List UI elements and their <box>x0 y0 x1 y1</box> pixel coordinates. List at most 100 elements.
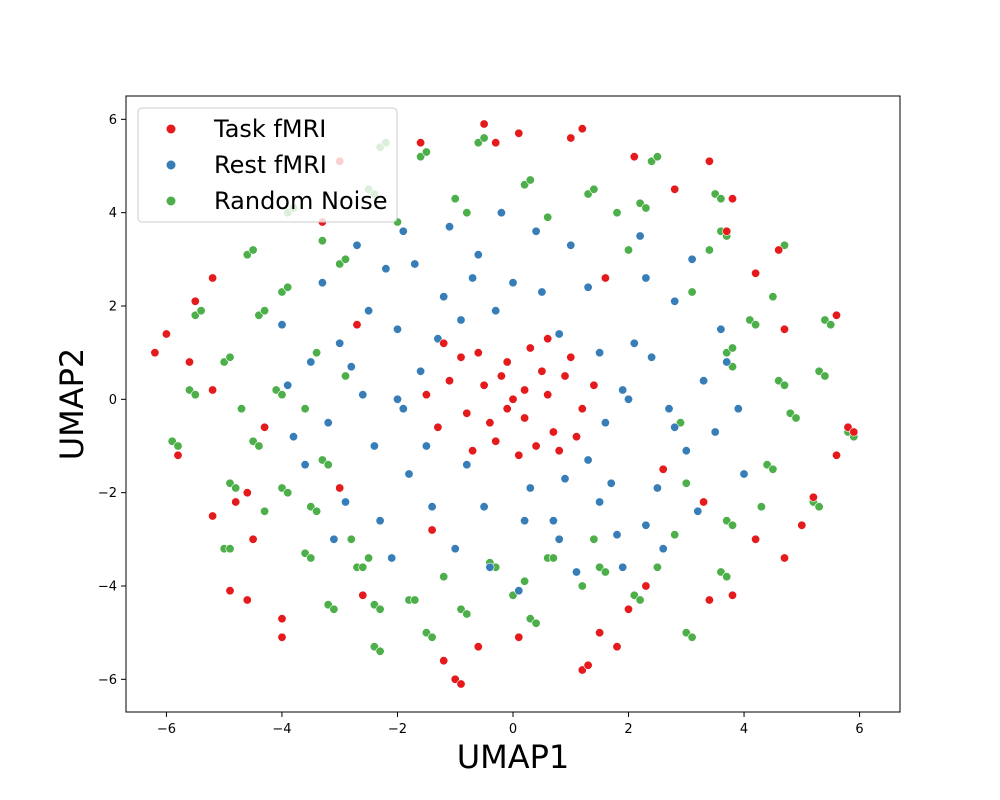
point-random-noise-125 <box>704 245 714 255</box>
point-task-fmri-17 <box>537 366 547 376</box>
point-task-fmri-62 <box>849 427 859 437</box>
point-task-fmri-71 <box>566 133 576 143</box>
point-random-noise-25 <box>375 604 385 614</box>
point-random-noise-61 <box>779 380 789 390</box>
legend: Task fMRI Rest fMRI Random Noise <box>137 107 398 223</box>
point-task-fmri-68 <box>727 194 737 204</box>
point-rest-fmri-52 <box>346 362 356 372</box>
point-random-noise-53 <box>791 413 801 423</box>
point-task-fmri-57 <box>779 553 789 563</box>
point-random-noise-85 <box>421 147 431 157</box>
point-task-fmri-26 <box>571 432 581 442</box>
point-rest-fmri-8 <box>439 292 449 302</box>
point-random-noise-46 <box>716 567 726 577</box>
point-task-fmri-41 <box>277 632 287 642</box>
point-rest-fmri-23 <box>566 240 576 250</box>
point-random-noise-4 <box>167 436 177 446</box>
point-task-fmri-4 <box>462 408 472 418</box>
point-task-fmri-23 <box>485 418 495 428</box>
point-task-fmri-0 <box>479 380 489 390</box>
point-random-noise-129 <box>612 208 622 218</box>
point-rest-fmri-63 <box>537 287 547 297</box>
point-rest-fmri-79 <box>623 394 633 404</box>
y-tick-label-6: 6 <box>109 113 117 128</box>
point-random-noise-2 <box>219 357 229 367</box>
y-axis: −6 −4 −2 0 2 4 6 <box>98 113 126 688</box>
point-rest-fmri-78 <box>392 394 402 404</box>
point-task-fmri-36 <box>242 488 252 498</box>
point-task-fmri-14 <box>433 422 443 432</box>
point-random-noise-128 <box>237 404 247 414</box>
point-task-fmri-33 <box>150 348 160 358</box>
point-task-fmri-86 <box>658 464 668 474</box>
point-random-noise-121 <box>450 194 460 204</box>
point-random-noise-104 <box>346 534 356 544</box>
point-random-noise-45 <box>687 632 697 642</box>
point-random-noise-106 <box>520 576 530 586</box>
point-random-noise-39 <box>548 553 558 563</box>
point-rest-fmri-72 <box>462 460 472 470</box>
point-random-noise-116 <box>312 348 322 358</box>
point-rest-fmri-26 <box>306 357 316 367</box>
y-axis-label: UMAP2 <box>53 348 91 461</box>
point-task-fmri-39 <box>242 595 252 605</box>
point-random-noise-102 <box>271 385 281 395</box>
point-random-noise-122 <box>756 502 766 512</box>
point-rest-fmri-30 <box>416 366 426 376</box>
point-task-fmri-19 <box>514 450 524 460</box>
y-tick-label-4: 2 <box>109 300 117 315</box>
point-rest-fmri-11 <box>595 497 605 507</box>
point-random-noise-21 <box>329 604 339 614</box>
point-random-noise-23 <box>358 562 368 572</box>
point-random-noise-7 <box>190 390 200 400</box>
point-random-noise-41 <box>600 567 610 577</box>
point-random-noise-42 <box>629 590 639 600</box>
x-tick-label-3: 0 <box>509 722 517 737</box>
point-task-fmri-78 <box>208 385 218 395</box>
point-random-noise-92 <box>242 250 252 260</box>
point-task-fmri-74 <box>514 128 524 138</box>
point-rest-fmri-42 <box>300 460 310 470</box>
point-random-noise-19 <box>306 553 316 563</box>
point-random-noise-31 <box>427 632 437 642</box>
point-task-fmri-12 <box>473 348 483 358</box>
point-task-fmri-60 <box>831 450 841 460</box>
point-rest-fmri-37 <box>525 483 535 493</box>
point-task-fmri-5 <box>525 343 535 353</box>
point-random-noise-58 <box>814 366 824 376</box>
point-rest-fmri-69 <box>658 544 668 554</box>
point-rest-fmri-17 <box>554 534 564 544</box>
point-task-fmri-45 <box>456 679 466 689</box>
point-task-fmri-80 <box>335 483 345 493</box>
point-random-noise-93 <box>248 245 258 255</box>
point-task-fmri-22 <box>554 446 564 456</box>
point-rest-fmri-66 <box>444 222 454 232</box>
point-random-noise-33 <box>462 609 472 619</box>
point-task-fmri-30 <box>190 296 200 306</box>
point-task-fmri-83 <box>629 152 639 162</box>
point-task-fmri-32 <box>161 329 171 339</box>
point-random-noise-9 <box>231 483 241 493</box>
point-random-noise-114 <box>462 208 472 218</box>
point-rest-fmri-19 <box>699 376 709 386</box>
point-task-fmri-66 <box>774 245 784 255</box>
point-random-noise-107 <box>589 534 599 544</box>
point-task-fmri-34 <box>173 450 183 460</box>
point-task-fmri-73 <box>491 138 501 148</box>
point-rest-fmri-74 <box>277 320 287 330</box>
point-rest-fmri-5 <box>520 516 530 526</box>
point-rest-fmri-32 <box>456 315 466 325</box>
point-random-noise-78 <box>583 189 593 199</box>
point-random-noise-49 <box>727 520 737 530</box>
legend-marker-rest-fmri <box>166 160 176 170</box>
point-rest-fmri-0 <box>392 324 402 334</box>
point-random-noise-47 <box>722 572 732 582</box>
point-rest-fmri-48 <box>283 380 293 390</box>
x-tick-label-1: −4 <box>272 722 291 737</box>
point-random-noise-43 <box>635 595 645 605</box>
legend-marker-random-noise <box>166 196 176 206</box>
point-task-fmri-64 <box>779 324 789 334</box>
point-task-fmri-8 <box>577 404 587 414</box>
point-rest-fmri-41 <box>612 530 622 540</box>
legend-marker-task-fmri <box>166 124 176 134</box>
